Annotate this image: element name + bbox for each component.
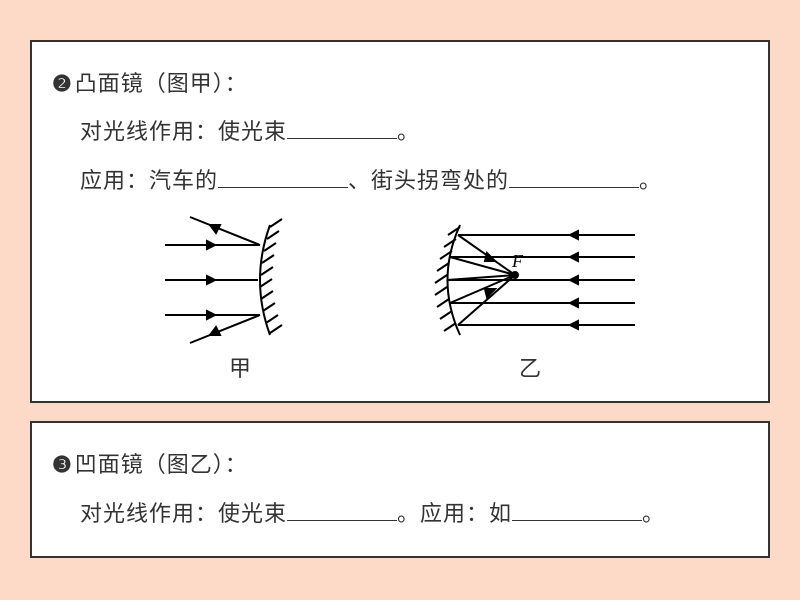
diagram-yi: F 乙 xyxy=(420,215,640,383)
section-2-box: ❷凸面镜（图甲）： 对光线作用：使光束。 应用：汽车的、街头拐弯处的。 xyxy=(30,40,770,403)
s3-l1-prefix: 对光线作用：使光束 xyxy=(80,501,287,526)
section-2-line-2: 应用：汽车的 、街头拐弯处的 。 xyxy=(52,157,748,205)
s3-l1-suffix: 。 xyxy=(642,501,665,526)
s2-blank-3[interactable] xyxy=(509,161,639,187)
s2-l2-part2: 、街头拐弯处的 xyxy=(348,168,509,193)
focus-label: F xyxy=(511,251,524,271)
section-3-number: ❸ xyxy=(52,441,73,489)
section-2-title-line: ❷凸面镜（图甲）： xyxy=(52,60,748,108)
s2-blank-1[interactable] xyxy=(287,113,397,139)
diagram-jia: 甲 xyxy=(160,215,320,383)
diagram-yi-label: 乙 xyxy=(420,351,640,383)
section-2-number: ❷ xyxy=(52,60,73,108)
section-3-title-line: ❸凹面镜（图乙）： xyxy=(52,441,748,489)
s2-l2-part1: 应用：汽车的 xyxy=(80,168,218,193)
diagram-yi-svg: F xyxy=(420,215,640,345)
s2-l1-suffix: 。 xyxy=(397,119,420,144)
s3-blank-2[interactable] xyxy=(512,494,642,520)
section-3-line-1: 对光线作用：使光束 。应用：如 。 xyxy=(52,490,748,538)
section-3-title: 凹面镜（图乙）： xyxy=(75,452,248,477)
section-3-box: ❸凹面镜（图乙）： 对光线作用：使光束 。应用：如 。 xyxy=(30,421,770,558)
s2-l2-suffix: 。 xyxy=(639,168,662,193)
s2-blank-2[interactable] xyxy=(218,161,348,187)
diagram-jia-label: 甲 xyxy=(160,351,320,383)
s2-l1-prefix: 对光线作用：使光束 xyxy=(80,119,287,144)
diagram-jia-svg xyxy=(160,215,320,345)
section-2-title: 凸面镜（图甲）： xyxy=(75,71,248,96)
s3-blank-1[interactable] xyxy=(287,494,397,520)
diagrams-row: 甲 xyxy=(52,215,748,383)
s3-l1-mid: 。应用：如 xyxy=(397,501,512,526)
section-2-line-1: 对光线作用：使光束 。 xyxy=(52,108,748,156)
